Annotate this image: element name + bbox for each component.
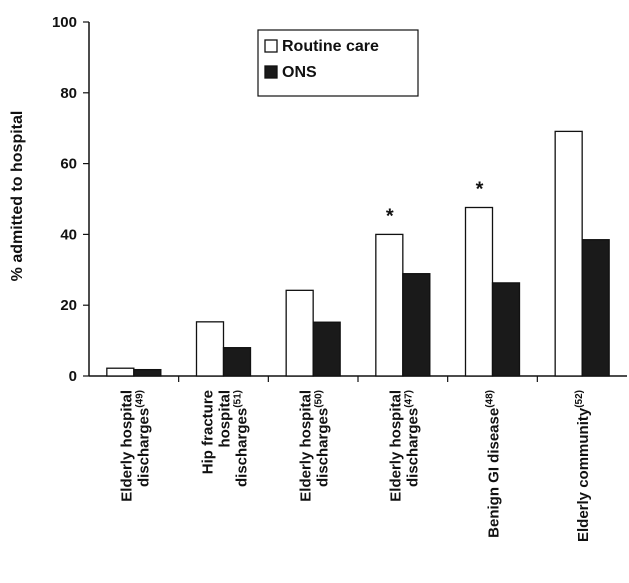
bar-routine-care: [195, 321, 225, 377]
category-label-line: Benign GI disease(48): [485, 390, 503, 538]
category-label-line: discharges(50): [314, 390, 332, 487]
category-label-line: Elderly hospital: [298, 390, 315, 502]
category-labels: Elderly hospital discharges(49) Hip fractu…: [118, 390, 592, 542]
bar-ons: [312, 321, 341, 377]
y-tick-label: 60: [60, 156, 77, 173]
legend-label: Routine care: [282, 38, 379, 55]
citation-superscript: (49): [134, 390, 145, 408]
bar-routine-care: [285, 289, 314, 377]
citation-superscript: (52): [574, 390, 585, 408]
category-label: Elderly hospital discharges(49): [118, 390, 152, 502]
bar-routine-care: [464, 206, 494, 377]
category-label: Hip fracture hospital discharges(51): [200, 390, 251, 487]
y-axis-title: % admitted to hospital: [9, 111, 26, 282]
citation-superscript: (48): [485, 390, 496, 408]
category-label-line: discharges(51): [233, 390, 251, 487]
y-tick-label: 20: [60, 297, 77, 314]
category-label-line: Hip fracture: [200, 390, 217, 474]
citation-superscript: (50): [314, 390, 325, 408]
bar-ons: [133, 368, 162, 377]
bar-ons: [581, 239, 610, 377]
bar-ons: [402, 273, 431, 377]
category-label: Elderly community(52): [574, 390, 592, 542]
bar-ons: [222, 347, 252, 377]
bars: [106, 130, 610, 377]
y-tick-label: 40: [60, 226, 77, 243]
category-label: Elderly hospital discharges(50): [298, 390, 332, 502]
bar-routine-care: [554, 130, 583, 377]
bar-routine-care: [375, 233, 404, 377]
legend-swatch: [264, 65, 278, 79]
category-label: Benign GI disease(48): [485, 390, 503, 538]
y-tick-label: 80: [60, 85, 77, 102]
legend-box: [257, 29, 419, 97]
legend-swatch: [264, 39, 278, 53]
axes: [88, 22, 627, 382]
category-label-line: hospital: [217, 390, 234, 448]
y-ticks: 0 20 40 60 80 100: [52, 14, 89, 385]
category-label-line: Elderly hospital: [387, 390, 404, 502]
category-label: Elderly hospital discharges(47): [387, 390, 421, 502]
significance-marker: *: [476, 178, 484, 200]
y-tick-label: 100: [52, 14, 77, 31]
category-label-line: discharges(49): [134, 390, 152, 487]
annotations: **: [386, 178, 484, 227]
significance-marker: *: [386, 205, 394, 227]
legend: Routine care ONS: [257, 29, 419, 97]
legend-label: ONS: [282, 64, 317, 81]
category-label-line: Elderly community(52): [574, 390, 592, 542]
citation-superscript: (51): [233, 390, 244, 408]
y-tick-label: 0: [69, 368, 77, 385]
citation-superscript: (47): [403, 390, 414, 408]
bar-routine-care: [106, 367, 135, 377]
category-label-line: Elderly hospital: [118, 390, 135, 502]
bar-ons: [491, 282, 521, 377]
category-label-line: discharges(47): [403, 390, 421, 487]
